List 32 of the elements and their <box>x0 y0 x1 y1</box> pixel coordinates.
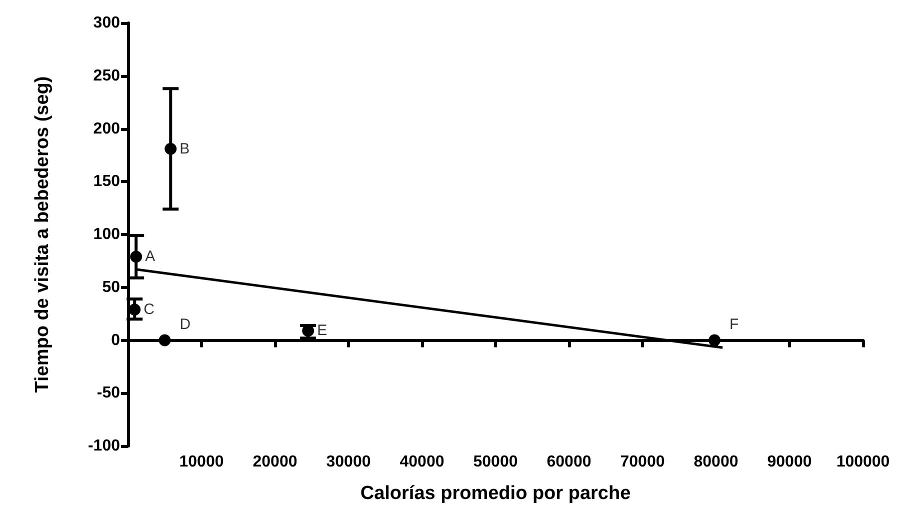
annotation: A <box>145 248 156 266</box>
point <box>708 334 721 346</box>
y-tick-label: 100 <box>93 226 120 243</box>
y-tick-label: 0 <box>111 332 120 349</box>
point <box>164 142 177 155</box>
x-tick-label: 60000 <box>546 454 592 470</box>
annotation: C <box>144 301 155 318</box>
y-tick-label: -50 <box>96 384 120 402</box>
x-tick-label: 90000 <box>767 454 812 470</box>
y-tick-label: 200 <box>93 120 120 138</box>
x-tick-label: 100000 <box>836 454 890 470</box>
y-tick-label: -100 <box>88 438 120 454</box>
annotation: F <box>730 316 739 333</box>
x-tick-label: 10000 <box>179 454 224 470</box>
y-tick-label: 300 <box>93 14 120 32</box>
y-tick-label: 250 <box>93 67 120 84</box>
x-axis-title: Calorías promedio por parche <box>360 483 631 504</box>
point <box>158 334 171 346</box>
y-tick-label: 150 <box>93 173 120 190</box>
x-tick-label: 30000 <box>326 454 371 470</box>
annotation: E <box>317 322 328 340</box>
x-tick-label: 80000 <box>694 454 738 470</box>
x-tick-label: 20000 <box>252 454 298 470</box>
point <box>130 250 142 263</box>
annotation: D <box>180 316 191 333</box>
x-tick-label: 50000 <box>473 454 518 470</box>
point <box>128 304 141 316</box>
x-tick-label: 70000 <box>620 454 665 470</box>
y-tick-label: 50 <box>102 278 120 296</box>
x-tick-label: 40000 <box>400 454 444 470</box>
annotation: B <box>180 140 190 158</box>
y-axis-title: Tiempo de visita a bebederos (seg) <box>32 76 53 393</box>
